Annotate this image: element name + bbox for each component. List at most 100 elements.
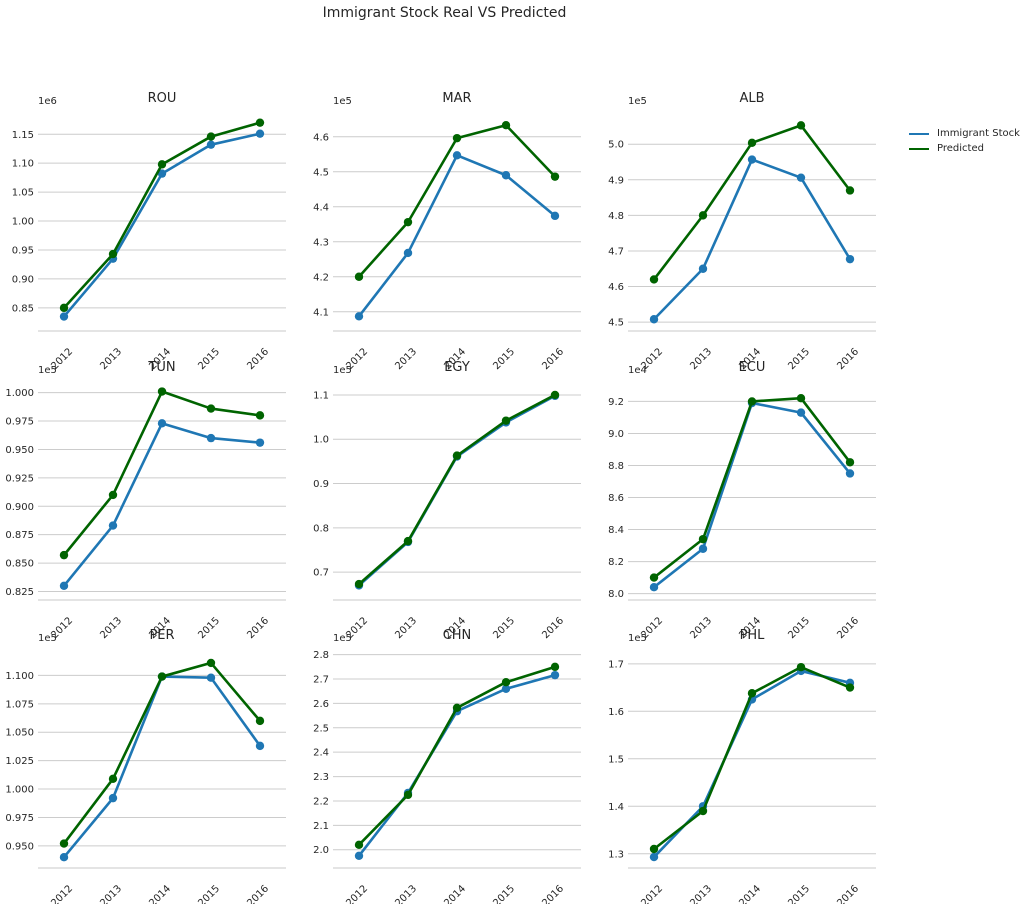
data-point-real — [255, 438, 265, 447]
data-point-real — [550, 670, 560, 680]
data-point-predicted — [649, 844, 659, 854]
data-point-predicted — [108, 490, 118, 500]
data-point-predicted — [403, 217, 413, 227]
data-point-predicted — [698, 211, 708, 220]
x-tick-label: 2015 — [786, 883, 812, 904]
y-tick-label: 0.8 — [313, 523, 329, 534]
y-tick-label: 0.925 — [5, 473, 34, 484]
y-tick-label: 2.3 — [313, 772, 329, 783]
y-tick-label: 1.7 — [608, 659, 624, 670]
y-tick-label: 0.7 — [313, 568, 329, 579]
y-tick-label: 4.7 — [608, 246, 624, 257]
subplot-title: ROU — [148, 91, 177, 106]
y-tick-label: 1.15 — [12, 130, 34, 141]
data-point-real — [747, 155, 757, 164]
x-tick-label: 2015 — [196, 883, 222, 904]
data-point-real — [698, 264, 708, 273]
y-tick-label: 1.000 — [5, 388, 34, 399]
y-tick-label: 4.6 — [313, 132, 329, 143]
x-tick-label: 2013 — [393, 615, 419, 641]
scale-label: 1e5 — [333, 96, 352, 107]
x-tick-label: 2016 — [835, 883, 861, 904]
y-tick-label: 1.3 — [608, 849, 624, 860]
y-tick-label: 1.075 — [5, 699, 34, 710]
x-tick-label: 2013 — [98, 615, 124, 641]
y-tick-label: 1.025 — [5, 756, 34, 767]
series-line-predicted — [62, 661, 261, 845]
y-tick-label: 0.850 — [5, 559, 34, 570]
data-point-real — [550, 211, 560, 221]
data-point-predicted — [354, 840, 364, 850]
x-tick-label: 2012 — [49, 883, 75, 904]
data-point-real — [157, 419, 167, 428]
data-point-predicted — [845, 186, 855, 195]
data-point-predicted — [452, 451, 462, 460]
y-tick-label: 4.3 — [313, 237, 329, 248]
y-tick-label: 4.2 — [313, 272, 329, 283]
y-tick-label: 0.825 — [5, 587, 34, 598]
data-point-real — [403, 248, 413, 258]
scale-label: 1e5 — [628, 633, 647, 644]
data-point-predicted — [157, 672, 167, 681]
data-point-predicted — [255, 118, 265, 127]
y-tick-label: 1.10 — [12, 159, 34, 170]
data-point-real — [649, 315, 659, 324]
y-tick-label: 1.1 — [313, 390, 329, 401]
y-tick-label: 4.8 — [608, 211, 624, 222]
x-tick-label: 2014 — [737, 883, 763, 904]
x-tick-label: 2012 — [344, 883, 370, 904]
scale-label: 1e5 — [38, 365, 57, 376]
data-point-predicted — [59, 550, 69, 560]
data-point-real — [157, 169, 167, 178]
data-point-real — [649, 852, 659, 862]
data-point-predicted — [452, 133, 462, 143]
chart-chn: 2.0 2.1 2.2 2.3 2.4 2.5 2.6 2.7 2.8 1e5 CHN 2012 201… — [313, 628, 581, 904]
data-point-real — [649, 582, 659, 592]
y-tick-label: 1.6 — [608, 707, 624, 718]
y-tick-label: 2.2 — [313, 796, 329, 807]
data-point-real — [698, 544, 708, 553]
chart-per: 0.950 0.975 1.000 1.025 1.050 1.075 1.100 1e5 PE… — [5, 628, 286, 904]
data-point-real — [845, 469, 855, 478]
data-point-predicted — [845, 458, 855, 467]
x-tick-label: 2013 — [688, 883, 714, 904]
data-point-real — [108, 521, 118, 530]
data-point-real — [59, 853, 69, 862]
y-tick-label: 2.1 — [313, 821, 329, 832]
x-tick-label: 2015 — [786, 346, 812, 372]
y-tick-label: 1.050 — [5, 728, 34, 739]
series-line-real — [62, 422, 261, 587]
legend-item-predicted: Predicted — [909, 141, 1020, 156]
subplot-title: ALB — [739, 91, 764, 106]
y-tick-label: 1.00 — [12, 217, 34, 228]
y-tick-label: 0.900 — [5, 502, 34, 513]
data-point-predicted — [108, 249, 118, 259]
y-tick-label: 0.90 — [12, 274, 34, 285]
data-point-real — [206, 140, 216, 149]
data-point-predicted — [157, 387, 167, 396]
data-point-real — [796, 408, 806, 417]
data-point-predicted — [59, 839, 69, 848]
y-tick-label: 1.0 — [313, 435, 329, 446]
series-line-predicted — [358, 393, 556, 586]
data-point-predicted — [501, 121, 511, 130]
x-tick-label: 2016 — [835, 615, 861, 641]
data-point-predicted — [747, 689, 757, 698]
subplot-title: PHL — [740, 628, 766, 643]
y-tick-label: 4.4 — [313, 202, 329, 213]
x-tick-label: 2013 — [98, 883, 124, 904]
series-line-real — [357, 154, 556, 318]
legend-swatch-real — [909, 132, 929, 135]
series-line-predicted — [652, 124, 852, 281]
legend-label-real: Immigrant Stock — [937, 128, 1020, 139]
data-point-predicted — [796, 121, 806, 130]
y-tick-label: 8.0 — [608, 589, 624, 600]
y-tick-label: 2.0 — [313, 845, 329, 856]
subplot-title: CHN — [443, 628, 472, 643]
data-point-real — [354, 851, 364, 861]
y-tick-label: 2.6 — [313, 699, 329, 710]
subplot-title: ECU — [739, 360, 766, 375]
